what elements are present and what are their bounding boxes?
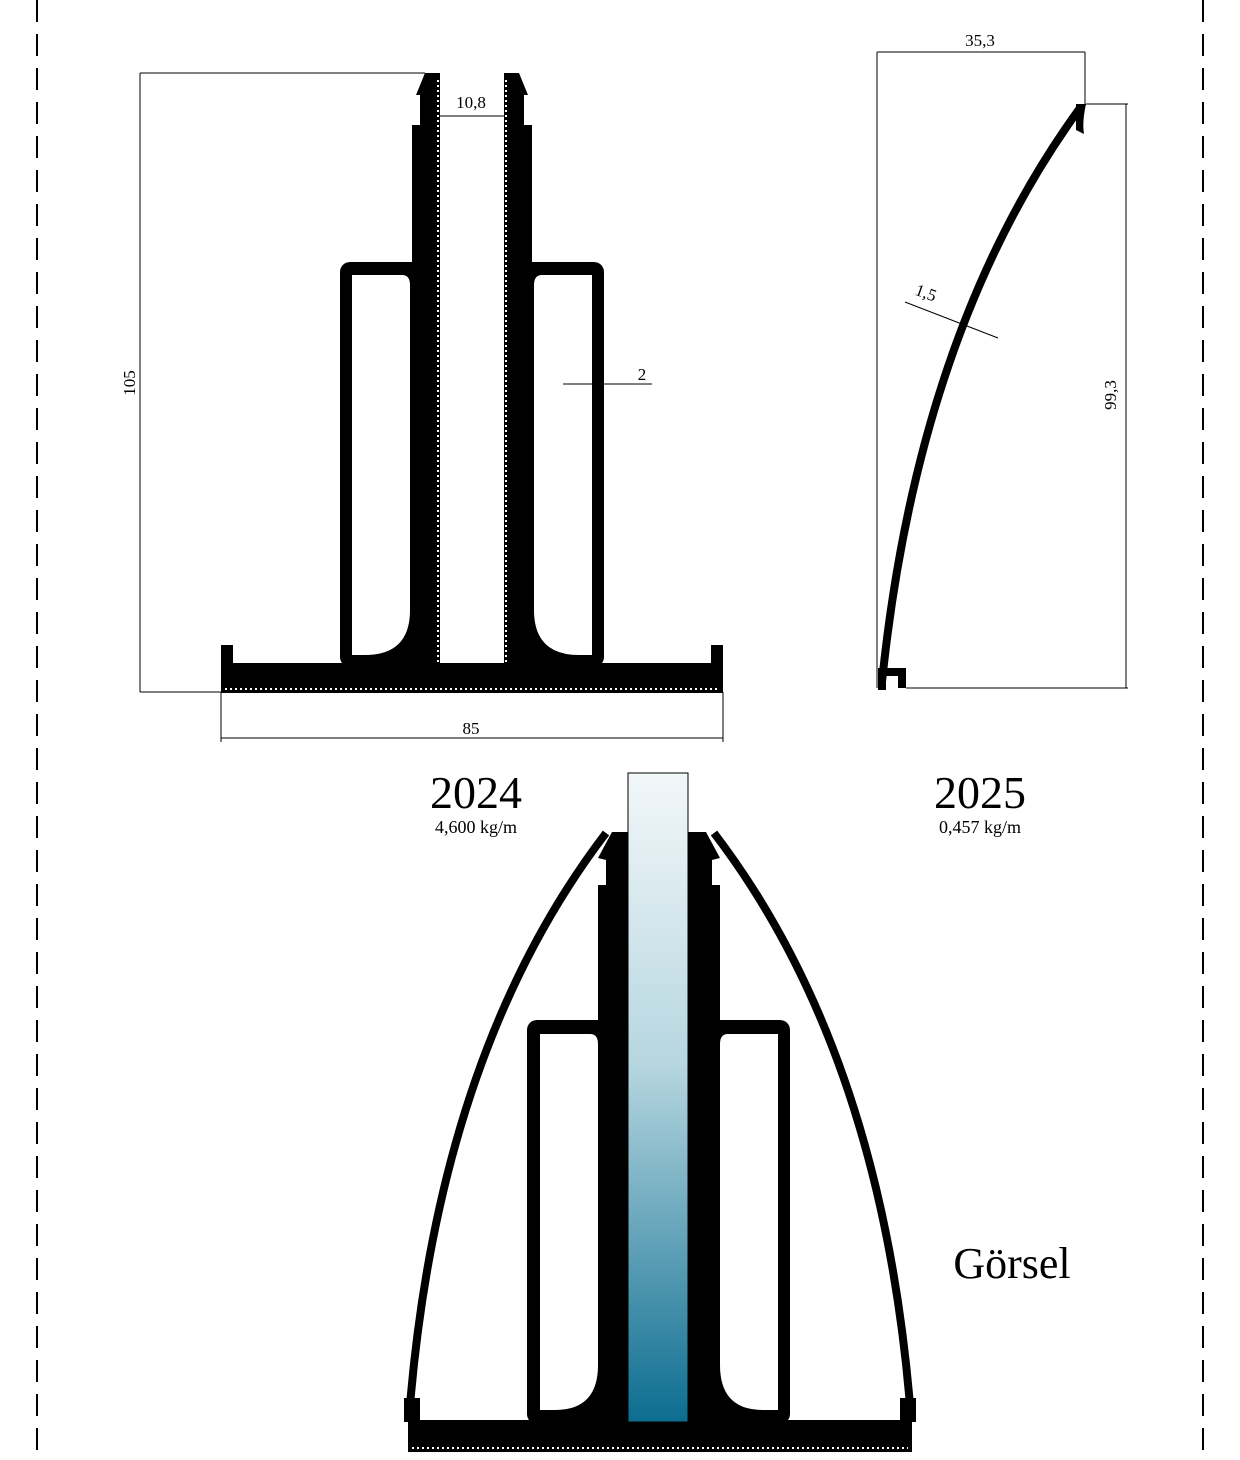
stem — [688, 832, 720, 1422]
dimension-label: 2 — [638, 365, 647, 384]
base-lip — [221, 645, 233, 665]
stem — [598, 832, 628, 1422]
base-lip — [711, 645, 723, 665]
dimension-label: 105 — [120, 370, 139, 396]
assembly-label: Görsel — [953, 1239, 1070, 1288]
base-lip — [900, 1398, 916, 1422]
chamber-hollow — [720, 1034, 778, 1410]
glass-panel — [627, 772, 689, 1423]
dimension-lines — [876, 51, 1128, 689]
chamber-hollow — [352, 275, 410, 655]
base-lip — [404, 1398, 420, 1422]
dimension-lines — [139, 72, 724, 742]
profile-2025: 35,3 1,5 99,3 2025 0,457 kg/m — [876, 31, 1128, 837]
curved-profile — [878, 105, 1084, 683]
base-plate — [408, 1420, 912, 1452]
profile-code: 2024 — [430, 767, 522, 818]
dimension-label: 1,5 — [913, 280, 939, 305]
profile-foot — [878, 668, 906, 690]
dimension-label: 10,8 — [456, 93, 486, 112]
chamber-hollow — [534, 275, 592, 655]
profile-2024: 10,8 105 2 85 2024 4,600 kg/m — [120, 72, 724, 837]
profile-code: 2025 — [934, 767, 1026, 818]
dimension-label: 35,3 — [965, 31, 995, 50]
assembly: Görsel — [404, 772, 1071, 1452]
dimension-label: 85 — [463, 719, 480, 738]
stem — [504, 73, 532, 663]
cover-profile — [710, 830, 914, 1406]
chamber-hollow — [540, 1034, 598, 1410]
dimension-label: 99,3 — [1101, 380, 1120, 410]
stem — [412, 73, 440, 663]
profile-hook — [1076, 104, 1086, 134]
profile-weight: 4,600 kg/m — [435, 817, 517, 837]
profile-weight: 0,457 kg/m — [939, 817, 1021, 837]
cover-profile — [406, 830, 610, 1406]
